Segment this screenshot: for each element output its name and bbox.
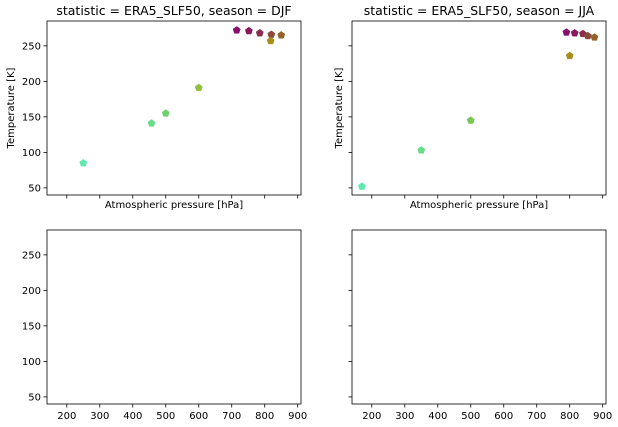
x-tick-label: 200 — [57, 411, 76, 422]
x-axis-label: Atmospheric pressure [hPa] — [105, 200, 243, 211]
x-axis-label: Atmospheric pressure [hPa] — [410, 200, 548, 211]
data-point — [466, 116, 475, 124]
x-tick-label: 500 — [461, 411, 480, 422]
axes-frame — [351, 229, 607, 405]
data-point — [147, 119, 156, 127]
x-tick-label: 700 — [527, 411, 546, 422]
x-tick-label: 500 — [156, 411, 175, 422]
x-tick-label: 600 — [189, 411, 208, 422]
subplot-title: statistic = ERA5_SLF50, season = JJA — [364, 3, 595, 18]
data-point — [590, 33, 599, 41]
data-point — [417, 146, 426, 154]
x-tick-label: 300 — [395, 411, 414, 422]
x-tick-label: 400 — [428, 411, 447, 422]
subplot-3: 200 300 400 500 600 700 800 900 50 100 150 200 250 — [22, 229, 307, 422]
y-tick-label: 200 — [22, 286, 41, 297]
y-tick-label: 100 — [22, 148, 41, 159]
y-axis-label: Temperature [K] — [6, 67, 17, 149]
subplot-title: statistic = ERA5_SLF50, season = DJF — [56, 3, 291, 18]
y-tick-label: 50 — [28, 183, 41, 194]
data-point — [562, 28, 571, 36]
axes-frame — [351, 20, 607, 196]
y-axis-label: Temperature [K] — [334, 67, 345, 149]
data-point — [79, 158, 88, 167]
subplot-4: 200 300 400 500 600 700 800 900 — [348, 229, 612, 422]
y-tick-label: 250 — [22, 41, 41, 52]
data-point — [255, 28, 264, 37]
y-tick-label: 250 — [22, 250, 41, 261]
y-tick-label: 200 — [22, 77, 41, 88]
x-tick-label: 900 — [593, 411, 612, 422]
data-point — [267, 30, 276, 38]
x-tick-label: 800 — [255, 411, 274, 422]
y-tick-label: 150 — [22, 112, 41, 123]
data-point — [583, 31, 592, 40]
x-tick-label: 600 — [494, 411, 513, 422]
y-tick-label: 150 — [22, 321, 41, 332]
x-tick-label: 800 — [560, 411, 579, 422]
y-tick-label: 50 — [28, 392, 41, 403]
subplot-2: statistic = ERA5_SLF50, season = JJA Atmo… — [334, 3, 607, 211]
x-tick-label: 700 — [222, 411, 241, 422]
x-tick-label: 200 — [362, 411, 381, 422]
data-point — [266, 36, 275, 45]
y-tick-label: 100 — [22, 357, 41, 368]
x-tick-label: 400 — [123, 411, 142, 422]
x-tick-label: 900 — [288, 411, 307, 422]
data-point — [277, 31, 286, 39]
axes-frame — [46, 229, 302, 405]
x-tick-label: 300 — [90, 411, 109, 422]
data-point — [244, 26, 253, 35]
data-point — [232, 26, 241, 34]
data-point — [194, 83, 203, 92]
axes-frame — [46, 20, 302, 196]
data-point — [565, 51, 574, 60]
data-point — [357, 182, 366, 190]
subplot-1: 50 100 150 200 250 statistic = ERA5_SLF50, se… — [6, 3, 302, 211]
data-point — [161, 109, 170, 117]
data-point — [570, 28, 579, 37]
